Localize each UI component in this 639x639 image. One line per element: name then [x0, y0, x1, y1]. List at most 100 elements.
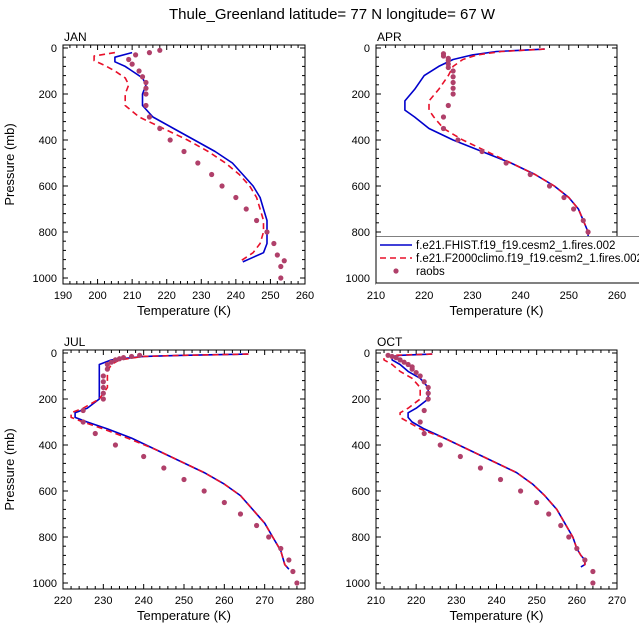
raobs-point	[100, 384, 106, 391]
y-tick-label: 200	[39, 89, 57, 101]
y-tick-label: 400	[352, 135, 370, 147]
panel-label: JUL	[64, 335, 86, 349]
raobs-point	[143, 102, 149, 109]
raobs-point	[116, 356, 123, 362]
y-tick-label: 1000	[346, 578, 370, 590]
raobs-point	[440, 53, 447, 59]
f2000climo-line	[428, 48, 589, 263]
y-tick-label: 600	[352, 486, 370, 498]
raobs-point	[286, 557, 292, 563]
raobs-point	[233, 194, 239, 201]
raobs-point	[157, 125, 163, 132]
raobs-point	[580, 217, 586, 224]
raobs-point	[143, 85, 149, 91]
x-tick-label: 260	[296, 290, 314, 302]
raobs-point	[278, 275, 284, 281]
raobs-point	[558, 522, 564, 529]
y-tick-label: 0	[364, 43, 370, 55]
raobs-point	[264, 229, 270, 235]
raobs-point	[278, 263, 284, 270]
raobs-point	[566, 534, 572, 540]
raobs-point	[421, 430, 427, 437]
fhist-line	[391, 353, 586, 568]
raobs-point	[141, 453, 147, 460]
x-tick-label: 270	[608, 595, 626, 607]
y-tick-label: 800	[39, 532, 57, 544]
panel-jul: 220 230 240 250 260 270 280 0 200 400 600 800 1000 JU…	[2, 335, 314, 623]
y-tick-label: 400	[352, 440, 370, 452]
figure-title: Thule_Greenland latitude= 77 N longitude…	[169, 6, 496, 23]
raobs-point	[128, 353, 135, 360]
y-tick-label: 200	[39, 394, 57, 406]
x-tick-label: 250	[261, 290, 279, 302]
raobs-point	[120, 355, 127, 361]
x-tick-label: 220	[158, 290, 176, 302]
raobs-point	[479, 148, 485, 155]
raobs-point	[157, 47, 163, 53]
x-axis-label: Temperature (K)	[137, 608, 231, 623]
raobs-point	[477, 465, 484, 471]
y-tick-label: 1000	[346, 273, 370, 285]
raobs-point	[445, 64, 451, 71]
x-tick-label: 270	[255, 595, 273, 607]
y-axis-label: Pressure (mb)	[2, 428, 17, 510]
y-tick-label: 0	[364, 348, 370, 360]
raobs-point	[80, 407, 86, 414]
legend-label: f.e21.FHIST.f19_f19.cesm2_1.fires.002	[416, 240, 615, 252]
raobs-point	[582, 557, 588, 563]
raobs-point	[161, 465, 167, 471]
x-tick-label: 260	[608, 290, 626, 302]
y-tick-label: 600	[39, 486, 57, 498]
x-tick-label: 210	[367, 595, 385, 607]
panel-label: JAN	[64, 30, 87, 44]
raobs-point	[266, 534, 272, 540]
panel-label: APR	[377, 30, 402, 44]
legend-raobs-marker	[393, 268, 399, 274]
x-tick-label: 230	[94, 595, 112, 607]
raobs-point	[450, 91, 456, 97]
raobs-point	[585, 229, 591, 235]
x-tick-label: 220	[54, 595, 72, 607]
x-tick-label: 260	[568, 595, 586, 607]
raobs-point	[574, 545, 580, 552]
raobs-point	[274, 252, 280, 258]
plot-frame	[375, 349, 618, 590]
raobs-point	[590, 568, 596, 575]
raobs-point	[100, 390, 106, 396]
raobs-point	[421, 379, 427, 385]
raobs-point	[243, 206, 249, 212]
raobs-point	[126, 56, 132, 63]
x-tick-label: 250	[175, 595, 193, 607]
fhist-line	[114, 51, 268, 263]
x-axis-label: Temperature (K)	[450, 303, 544, 318]
x-axis-label: Temperature (K)	[450, 608, 544, 623]
y-tick-label: 600	[39, 181, 57, 193]
raobs-point	[271, 240, 277, 247]
legend-background	[376, 236, 639, 286]
plot-frame	[62, 44, 306, 285]
x-tick-label: 190	[54, 290, 72, 302]
y-tick-label: 0	[51, 348, 57, 360]
raobs-point	[254, 217, 260, 224]
x-tick-label: 250	[560, 290, 578, 302]
x-tick-label: 240	[134, 595, 152, 607]
x-tick-label: 280	[296, 595, 314, 607]
raobs-point	[254, 522, 260, 529]
raobs-point	[421, 407, 427, 414]
y-tick-label: 600	[352, 181, 370, 193]
raobs-point	[440, 125, 447, 132]
x-tick-label: 250	[527, 595, 545, 607]
raobs-point	[527, 171, 533, 178]
raobs-point	[139, 74, 146, 80]
raobs-point	[425, 384, 431, 391]
panel-jan: 190 200 210 220 230 240 250 260 0 200 400 600 800 100…	[2, 30, 314, 318]
x-tick-label: 240	[227, 290, 245, 302]
raobs-point	[401, 359, 407, 365]
raobs-point	[546, 511, 552, 517]
raobs-point	[181, 476, 187, 483]
raobs-point	[497, 476, 504, 483]
x-tick-label: 240	[487, 595, 505, 607]
raobs-point	[146, 114, 153, 120]
raobs-point	[136, 68, 142, 74]
